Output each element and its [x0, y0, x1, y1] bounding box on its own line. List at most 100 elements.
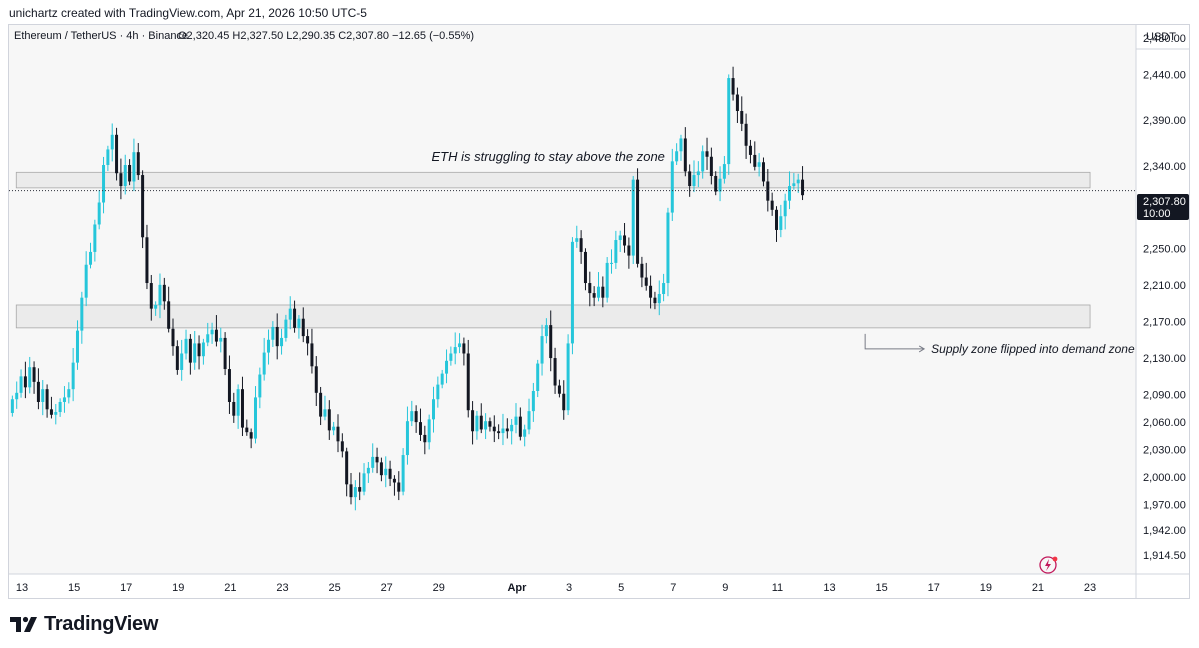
legend-ohlc: O2,320.45 H2,327.50 L2,290.35 C2,307.80 …: [178, 30, 474, 42]
candle: [171, 318, 175, 356]
candles-layer: [10, 66, 805, 511]
candle-body: [579, 238, 583, 252]
candle-body: [236, 389, 240, 416]
price-tick-label: 2,130.00: [1143, 353, 1186, 365]
candle: [392, 475, 396, 496]
price-tick-label: 2,250.00: [1143, 243, 1186, 255]
price-axis[interactable]: 2,480.00 2,440.00 2,390.00 2,340.00 2,250.00…: [1143, 33, 1186, 562]
candle-body: [162, 284, 166, 302]
candle-body: [180, 353, 184, 370]
candle-body: [484, 421, 488, 430]
candle-body: [175, 346, 179, 370]
candle: [475, 410, 479, 440]
candle: [683, 127, 687, 177]
candle: [10, 395, 14, 417]
price-tick-label: 1,914.50: [1143, 550, 1186, 562]
candle: [75, 320, 79, 370]
candle-body: [714, 175, 718, 192]
candle: [41, 380, 45, 416]
candle: [45, 384, 49, 418]
legend-symbol[interactable]: Ethereum / TetherUS · 4h · Binance: [14, 30, 188, 42]
candle: [562, 380, 566, 420]
candle: [262, 337, 266, 381]
candle-body: [67, 389, 71, 398]
candle-body: [397, 482, 401, 492]
candle-body: [145, 237, 149, 284]
candle-body: [531, 391, 535, 412]
candle-body: [193, 343, 197, 363]
candle: [796, 173, 800, 193]
currency-label[interactable]: USDT: [1146, 31, 1176, 43]
candle-body: [544, 325, 548, 337]
candle: [492, 415, 496, 443]
time-axis[interactable]: 13 15 17 19 21 23 25 27 29 Apr 3 5 7 9 11 13 15 17 19 21 23: [16, 582, 1096, 594]
candle: [722, 156, 726, 184]
candle: [527, 398, 531, 435]
candle-body: [436, 384, 440, 400]
candle: [97, 190, 101, 230]
candle: [132, 138, 136, 192]
candle-body: [249, 432, 253, 439]
candle: [549, 310, 553, 372]
annotation-eth-zone: ETH is struggling to stay above the zone: [432, 149, 665, 164]
candle: [19, 369, 23, 398]
candle-body: [102, 164, 106, 203]
candle: [284, 314, 288, 342]
candle: [570, 237, 574, 355]
tradingview-wordmark: TradingView: [44, 612, 159, 635]
candle: [36, 368, 40, 410]
candle: [314, 356, 318, 407]
candle-body: [423, 434, 427, 443]
candle: [727, 74, 731, 175]
candle: [158, 273, 162, 319]
price-tick-label: 2,480.00: [1143, 33, 1186, 45]
candle-body: [610, 262, 614, 264]
candle-body: [570, 241, 574, 344]
candle-body: [688, 171, 692, 187]
candle: [67, 382, 71, 404]
candle: [583, 248, 587, 291]
candle-body: [223, 337, 227, 370]
candle-body: [735, 94, 739, 112]
candle: [740, 96, 744, 132]
candle: [436, 376, 440, 408]
candle: [71, 347, 75, 402]
candle-body: [284, 319, 288, 338]
candle-body: [788, 186, 792, 201]
candle-body: [640, 263, 644, 278]
candle: [388, 460, 392, 487]
candle-body: [75, 330, 79, 363]
candle-body: [323, 409, 327, 417]
candle-body: [432, 399, 436, 420]
candle: [588, 271, 592, 307]
candle-body: [54, 412, 58, 415]
price-tick-label: 2,000.00: [1143, 472, 1186, 484]
candle-body: [141, 175, 145, 238]
candle: [306, 329, 310, 356]
candle: [779, 204, 783, 238]
candle: [197, 335, 201, 370]
candle: [649, 275, 653, 309]
tradingview-logo[interactable]: TradingView: [10, 611, 158, 637]
candle-body: [783, 200, 787, 217]
candle: [510, 418, 514, 445]
candle-body: [388, 468, 392, 479]
candle: [471, 401, 475, 445]
candle: [497, 424, 501, 440]
candle: [128, 159, 132, 186]
candle-body: [458, 343, 462, 348]
candle-body: [384, 468, 388, 476]
candle: [692, 160, 696, 193]
candle-body: [106, 149, 110, 165]
lightning-icon[interactable]: [1039, 556, 1058, 574]
candle-body: [280, 337, 284, 347]
annotation-arrowhead: [918, 345, 926, 353]
time-tick-label: 17: [120, 582, 132, 594]
candle: [614, 230, 618, 269]
candle: [774, 206, 778, 242]
candle: [219, 327, 223, 353]
candle: [418, 408, 422, 441]
candle-body: [245, 427, 249, 433]
candle-body: [219, 337, 223, 342]
